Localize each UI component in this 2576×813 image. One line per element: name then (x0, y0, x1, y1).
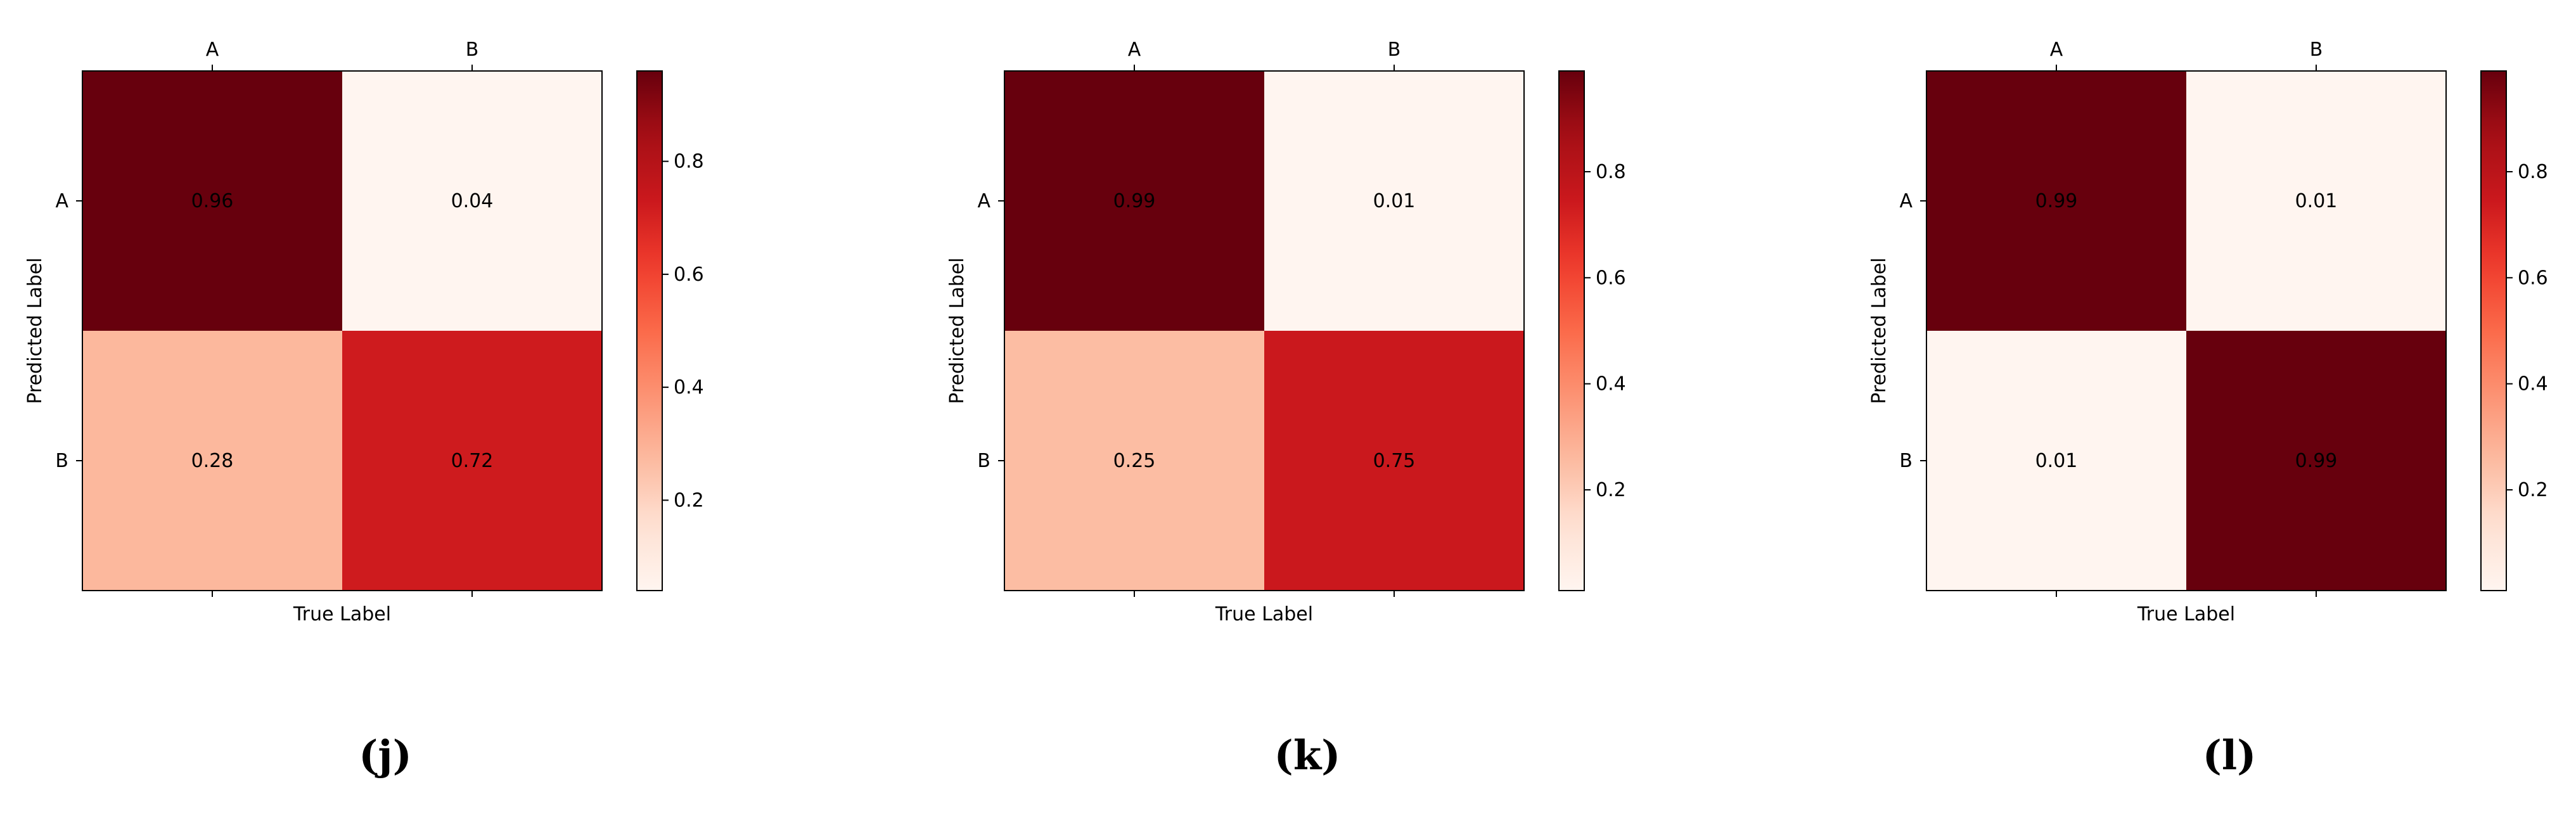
colorbar-tick-label: 0.2 (1596, 479, 1626, 501)
plot-frame (1926, 70, 2447, 591)
x-axis-label: True Label (2137, 603, 2235, 625)
colorbar-tick-label: 0.2 (2518, 479, 2548, 501)
colorbar (1558, 70, 1585, 591)
cell-value-label: 0.99 (2035, 190, 2078, 212)
y-tick-label: B (1899, 450, 1913, 472)
plot-frame (1004, 70, 1525, 591)
matrix-cell (1264, 331, 1524, 591)
colorbar-tick-label: 0.4 (674, 376, 704, 399)
y-tick-label: A (55, 190, 68, 212)
matrix-cell (1926, 331, 2186, 591)
cell-value-label: 0.04 (451, 190, 494, 212)
panel-j: 0.96 0.04 0.28 0.72 A B A B True Label Predicted … (24, 39, 704, 625)
colorbar-tick-label: 0.2 (674, 489, 704, 511)
colorbar (636, 70, 663, 591)
matrix-cell (342, 71, 602, 331)
y-tick-label: B (55, 450, 68, 472)
plot-frame (82, 70, 603, 591)
cell-value-label: 0.01 (2295, 190, 2338, 212)
colorbar-tick-label: 0.8 (674, 151, 704, 173)
x-tick-label: A (2050, 39, 2063, 61)
panel-label-l: (l) (2202, 732, 2257, 779)
cell-value-label: 0.01 (1373, 190, 1416, 212)
matrix-cell (82, 71, 342, 331)
colorbar-tick-label: 0.6 (2518, 267, 2548, 289)
cell-value-label: 0.96 (191, 190, 234, 212)
matrix-cell (82, 331, 342, 591)
cell-value-label: 0.72 (451, 450, 494, 472)
y-tick-label: A (1899, 190, 1913, 212)
x-tick-label: B (1388, 39, 1401, 61)
cell-value-label: 0.28 (191, 450, 234, 472)
y-tick-label: B (977, 450, 990, 472)
colorbar-tick-label: 0.4 (2518, 373, 2548, 395)
colorbar-tick-label: 0.8 (2518, 161, 2548, 183)
x-axis-label: True Label (1215, 603, 1313, 625)
matrix-cell (1926, 71, 2186, 331)
colorbar-tick-label: 0.4 (1596, 373, 1626, 395)
y-axis-label: Predicted Label (1868, 257, 1890, 404)
x-tick-label: B (2310, 39, 2323, 61)
y-axis-label: Predicted Label (946, 257, 968, 404)
matrix-cell (2186, 331, 2446, 591)
colorbar-tick-label: 0.6 (674, 264, 704, 286)
colorbar-tick-label: 0.8 (1596, 161, 1626, 183)
cell-value-label: 0.25 (1113, 450, 1156, 472)
x-tick-label: B (466, 39, 479, 61)
matrix-cell (342, 331, 602, 591)
panel-label-k: (k) (1274, 732, 1341, 779)
y-tick-label: A (977, 190, 990, 212)
cell-value-label: 0.75 (1373, 450, 1416, 472)
matrix-cell (1004, 71, 1264, 331)
x-axis-label: True Label (293, 603, 391, 625)
panel-label-j: (j) (359, 732, 412, 779)
matrix-cell (1004, 331, 1264, 591)
matrix-cell (1264, 71, 1524, 331)
colorbar-tick-label: 0.6 (1596, 267, 1626, 289)
y-axis-label: Predicted Label (24, 257, 46, 404)
panel-k: 0.99 0.01 0.25 0.75 A B A B True Label Predicted … (946, 39, 1626, 625)
matrix-cell (2186, 71, 2446, 331)
colorbar (2480, 70, 2507, 591)
cell-value-label: 0.99 (1113, 190, 1156, 212)
x-tick-label: A (206, 39, 219, 61)
panel-l: 0.99 0.01 0.01 0.99 A B A B True Label Predicted … (1868, 39, 2548, 625)
cell-value-label: 0.01 (2035, 450, 2078, 472)
x-tick-label: A (1128, 39, 1141, 61)
cell-value-label: 0.99 (2295, 450, 2338, 472)
